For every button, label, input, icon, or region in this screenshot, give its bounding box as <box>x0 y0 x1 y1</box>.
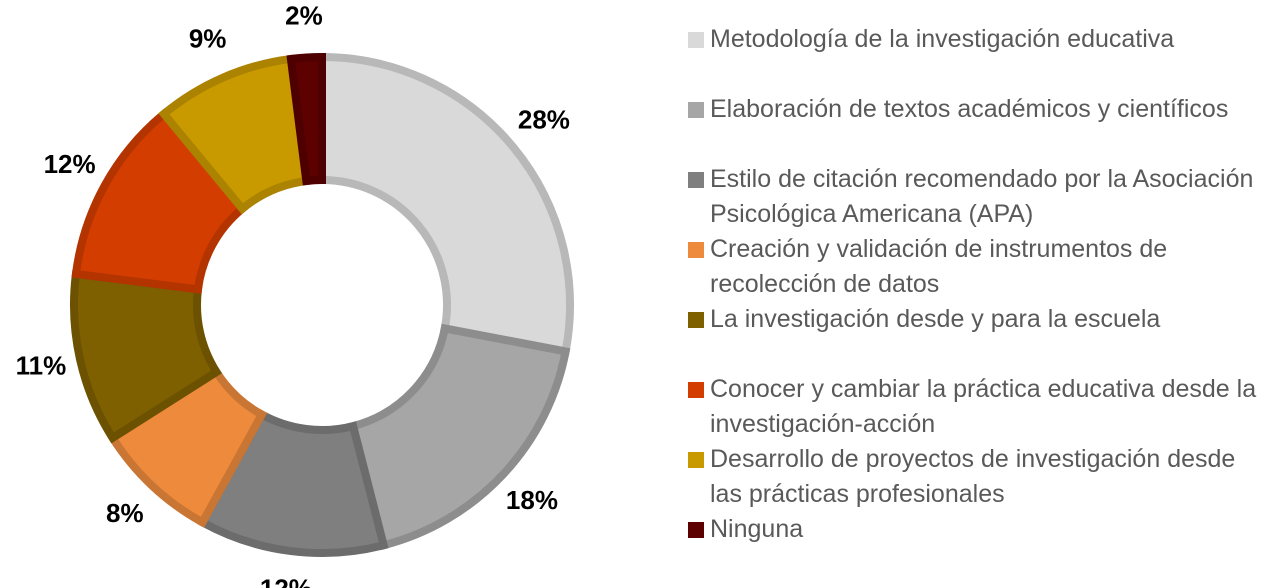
data-label: 12% <box>260 574 312 588</box>
legend-label: La investigación desde y para la escuela <box>710 305 1161 333</box>
legend-entry: Elaboración de textos académicos y cient… <box>688 92 1258 127</box>
donut-slice <box>286 52 326 186</box>
legend-swatch <box>688 102 704 118</box>
legend-entry: Metodología de la investigación educativ… <box>688 22 1258 57</box>
legend-entry: Ninguna <box>688 512 1258 547</box>
legend-entry: Creación y validación de instrumentos de… <box>688 232 1258 302</box>
legend-entry: Estilo de citación recomendado por la As… <box>688 162 1258 232</box>
data-label: 28% <box>518 104 570 134</box>
legend-swatch <box>688 242 704 258</box>
data-label: 12% <box>44 149 96 179</box>
legend-label: Estilo de citación recomendado por la As… <box>710 165 1254 228</box>
chart: 28% 18% 12% 8% 11% 12% 9% 2% <box>16 0 574 588</box>
legend-label: Conocer y cambiar la práctica educativa … <box>710 375 1257 438</box>
legend-label: Metodología de la investigación educativ… <box>710 25 1175 53</box>
legend-entry: Conocer y cambiar la práctica educativa … <box>688 372 1258 442</box>
donut-slice <box>318 52 574 357</box>
data-label: 11% <box>16 351 67 381</box>
legend-swatch <box>688 522 704 538</box>
data-label: 18% <box>506 485 558 515</box>
legend-swatch <box>688 452 704 468</box>
donut-slice <box>348 323 571 551</box>
legend-label: Creación y validación de instrumentos de… <box>710 235 1168 298</box>
data-label: 9% <box>189 24 227 54</box>
legend-label: Desarrollo de proyectos de investigación… <box>710 445 1236 508</box>
data-label: 8% <box>106 498 144 528</box>
legend-swatch <box>688 382 704 398</box>
legend-swatch <box>688 172 704 188</box>
legend-swatch <box>688 312 704 328</box>
legend-label: Ninguna <box>710 515 804 543</box>
legend-label: Elaboración de textos académicos y cient… <box>710 95 1229 123</box>
legend-swatch <box>688 32 704 48</box>
legend-entry: La investigación desde y para la escuela <box>688 302 1258 337</box>
data-label: 2% <box>285 0 323 30</box>
legend-entry: Desarrollo de proyectos de investigación… <box>688 442 1258 512</box>
